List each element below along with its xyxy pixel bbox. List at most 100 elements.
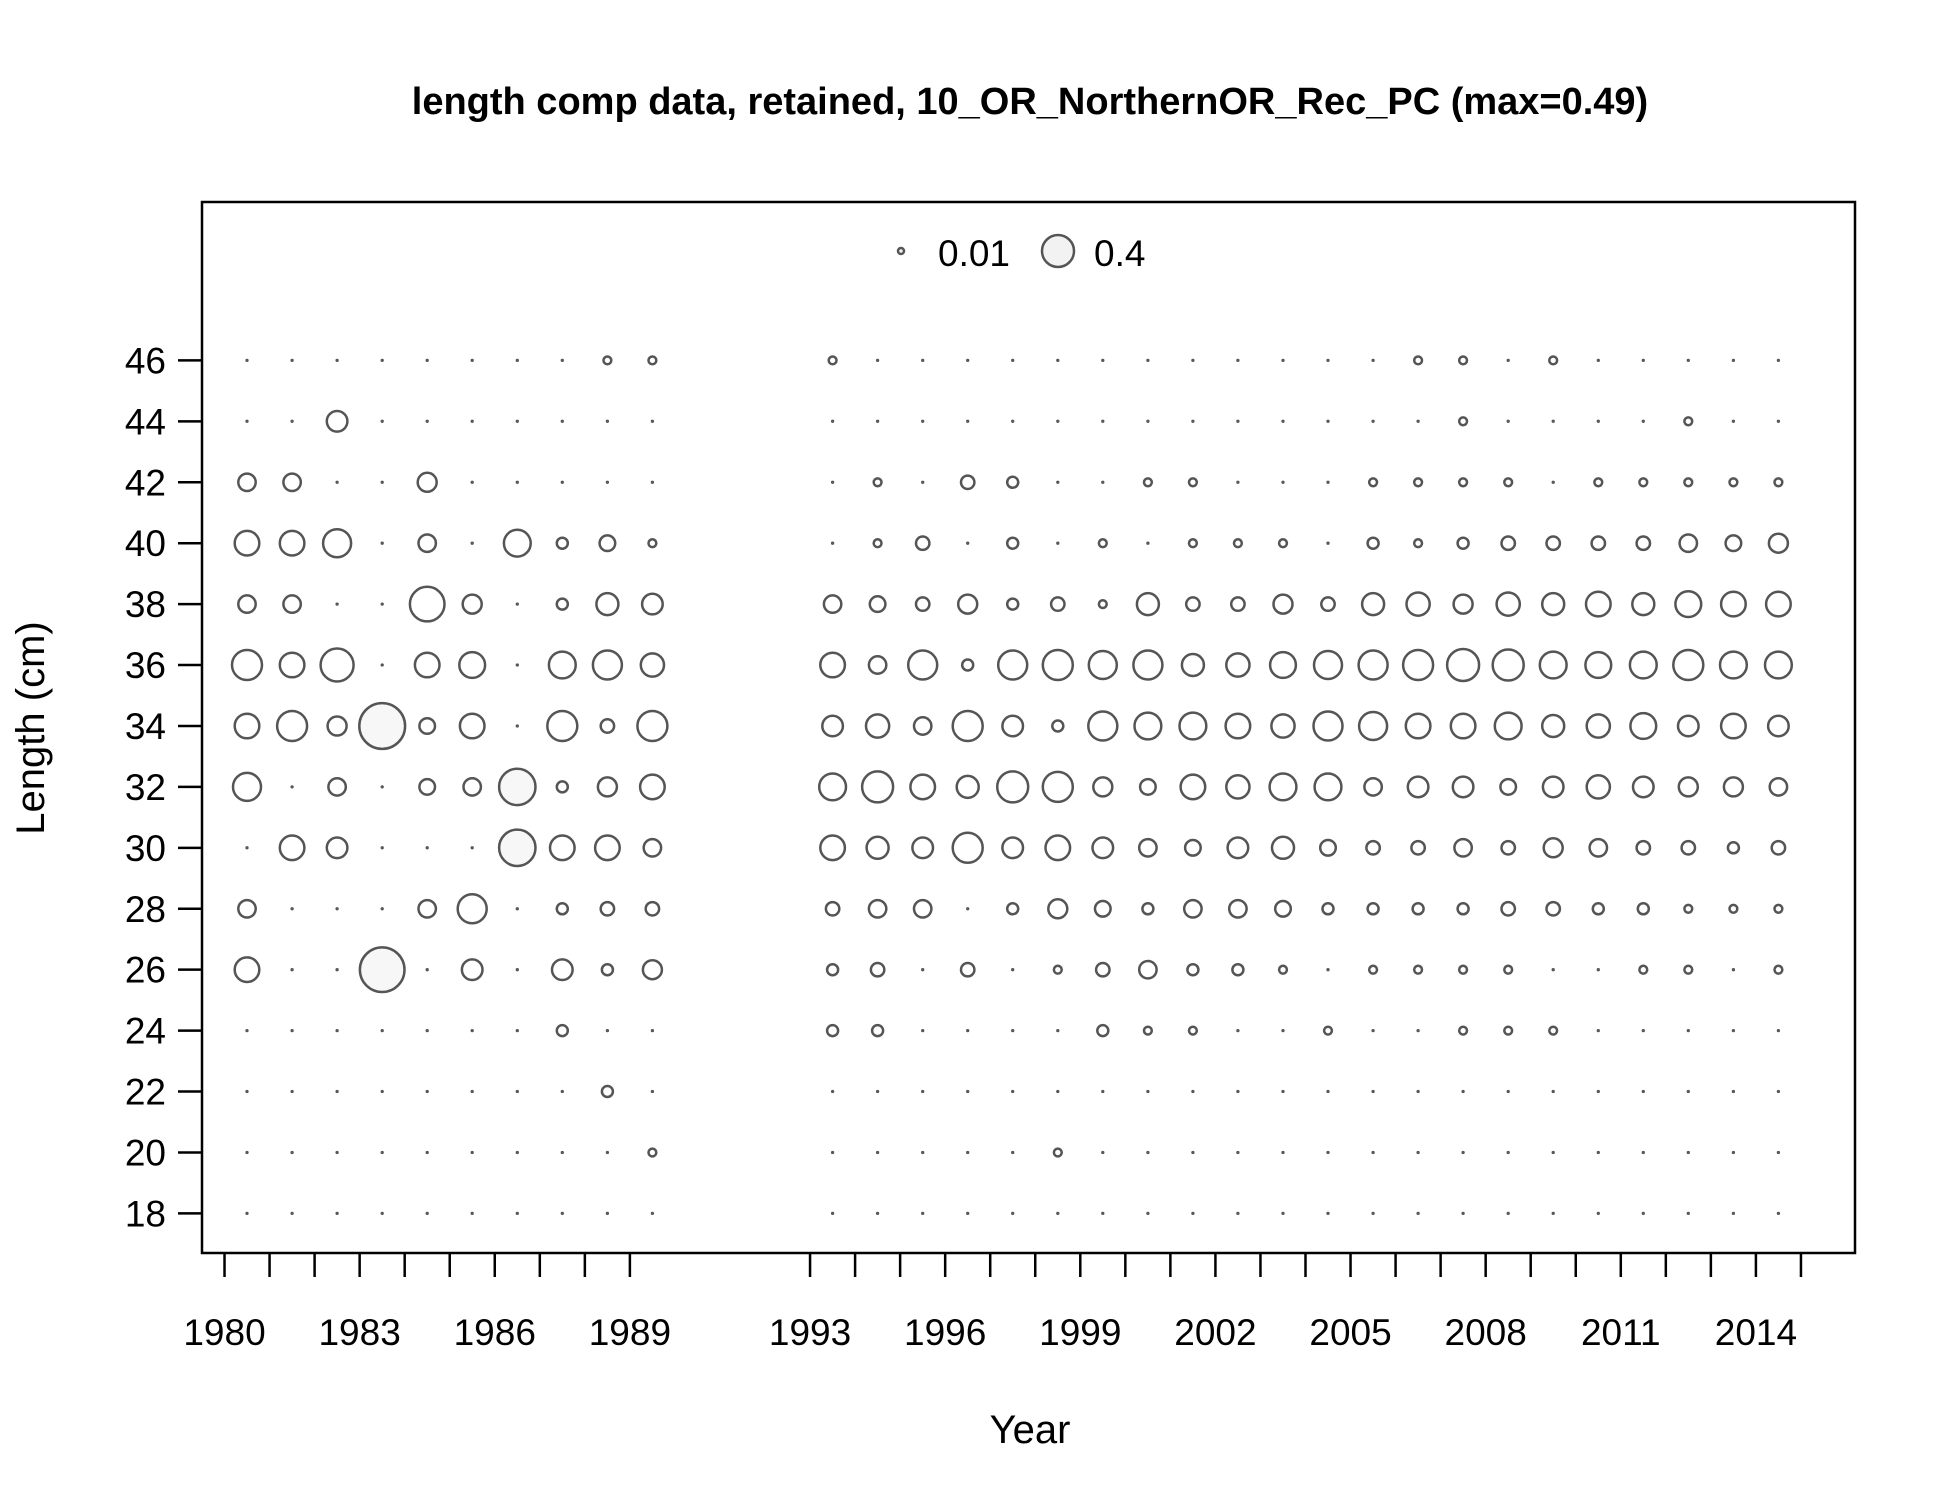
bubble <box>650 480 655 484</box>
x-tick-label: 2008 <box>1445 1312 1527 1353</box>
bubble <box>1357 649 1389 681</box>
bubble <box>245 1211 249 1216</box>
bubble <box>1096 1023 1110 1038</box>
bubble <box>1588 837 1609 858</box>
bubble <box>560 1150 564 1155</box>
bubble <box>290 1089 294 1094</box>
bubble <box>1461 1211 1465 1216</box>
bubble <box>1585 774 1612 800</box>
bubble <box>1506 358 1510 363</box>
bubble <box>1371 1028 1375 1033</box>
bubble <box>1551 1089 1555 1094</box>
bubble <box>321 527 353 559</box>
bubble <box>1641 419 1645 423</box>
bubble <box>1731 1150 1736 1155</box>
bubble <box>875 1211 880 1216</box>
bubble <box>1056 480 1060 484</box>
bubble <box>1545 900 1562 917</box>
bubble <box>470 1028 474 1033</box>
bubble <box>1052 1147 1063 1158</box>
bubble <box>1094 961 1111 978</box>
legend-bubble-large <box>1040 233 1076 269</box>
bubble <box>1101 1211 1105 1216</box>
bubble <box>996 649 1029 681</box>
bubble <box>1312 649 1344 681</box>
bubble <box>650 419 655 423</box>
bubble <box>1686 358 1690 363</box>
bubble <box>1371 1211 1375 1216</box>
bubble <box>1596 1028 1600 1033</box>
bubble <box>1281 480 1285 484</box>
bubble <box>921 1089 925 1094</box>
bubble <box>417 533 438 554</box>
bubble <box>1596 1211 1600 1216</box>
bubble <box>819 651 847 679</box>
bubble <box>335 358 339 363</box>
bubble <box>864 713 891 739</box>
bubble <box>605 1211 610 1216</box>
bubble <box>278 651 306 679</box>
x-tick-label: 2011 <box>1581 1312 1661 1353</box>
bubble <box>595 591 620 617</box>
bubble <box>966 419 970 423</box>
bubble <box>1005 475 1020 490</box>
bubble <box>1585 713 1612 739</box>
bubble <box>1551 968 1555 972</box>
bubble <box>425 1211 429 1216</box>
bubble <box>1405 591 1431 617</box>
bubble <box>1776 1089 1781 1094</box>
bubble <box>1503 1025 1514 1036</box>
bubble <box>497 828 537 868</box>
bubble <box>230 648 264 682</box>
bubble <box>872 538 883 549</box>
bubble <box>1773 477 1784 488</box>
bubble <box>1461 1150 1465 1155</box>
bubble <box>1367 477 1379 488</box>
bubble <box>380 419 384 423</box>
bubble <box>335 1211 339 1216</box>
bubble <box>1686 1211 1690 1216</box>
bubble <box>1538 650 1568 680</box>
bubble <box>1461 1089 1465 1094</box>
bubble <box>555 1023 570 1038</box>
bubble <box>1047 898 1069 920</box>
bubble <box>1763 650 1794 680</box>
bubble <box>1087 649 1119 681</box>
bubble <box>237 594 257 615</box>
bubble <box>825 1023 840 1038</box>
bubble <box>1551 1150 1555 1155</box>
bubble <box>827 355 838 366</box>
bubble <box>233 529 261 557</box>
bubble <box>1641 1150 1645 1155</box>
bubble <box>1416 1089 1420 1094</box>
bubble <box>1548 1025 1559 1036</box>
bubble <box>335 602 339 606</box>
bubble <box>231 771 263 803</box>
bubble <box>1277 964 1289 975</box>
bubble <box>462 776 483 797</box>
bubble <box>1001 836 1025 860</box>
bubble <box>1360 591 1386 617</box>
y-tick-label: 34 <box>125 706 166 747</box>
y-tick-label: 28 <box>125 889 166 930</box>
bubble <box>1224 712 1252 740</box>
bubble <box>960 658 975 672</box>
bubble <box>1146 358 1150 363</box>
y-tick-label: 18 <box>125 1193 166 1234</box>
bubble <box>1766 714 1790 738</box>
bubble <box>1540 591 1566 617</box>
bubble <box>1236 1211 1240 1216</box>
bubble <box>1641 1028 1645 1033</box>
bubble <box>1412 355 1424 366</box>
bubble <box>1281 1211 1285 1216</box>
bubble <box>380 602 384 606</box>
bubble <box>515 968 519 972</box>
bubble <box>1764 590 1792 618</box>
bubble <box>955 774 980 800</box>
bubble <box>1683 903 1694 914</box>
bubble <box>380 1028 384 1033</box>
bubble <box>596 776 619 798</box>
bubble <box>1178 711 1208 741</box>
bubble <box>875 419 880 423</box>
bubble <box>245 1028 249 1033</box>
